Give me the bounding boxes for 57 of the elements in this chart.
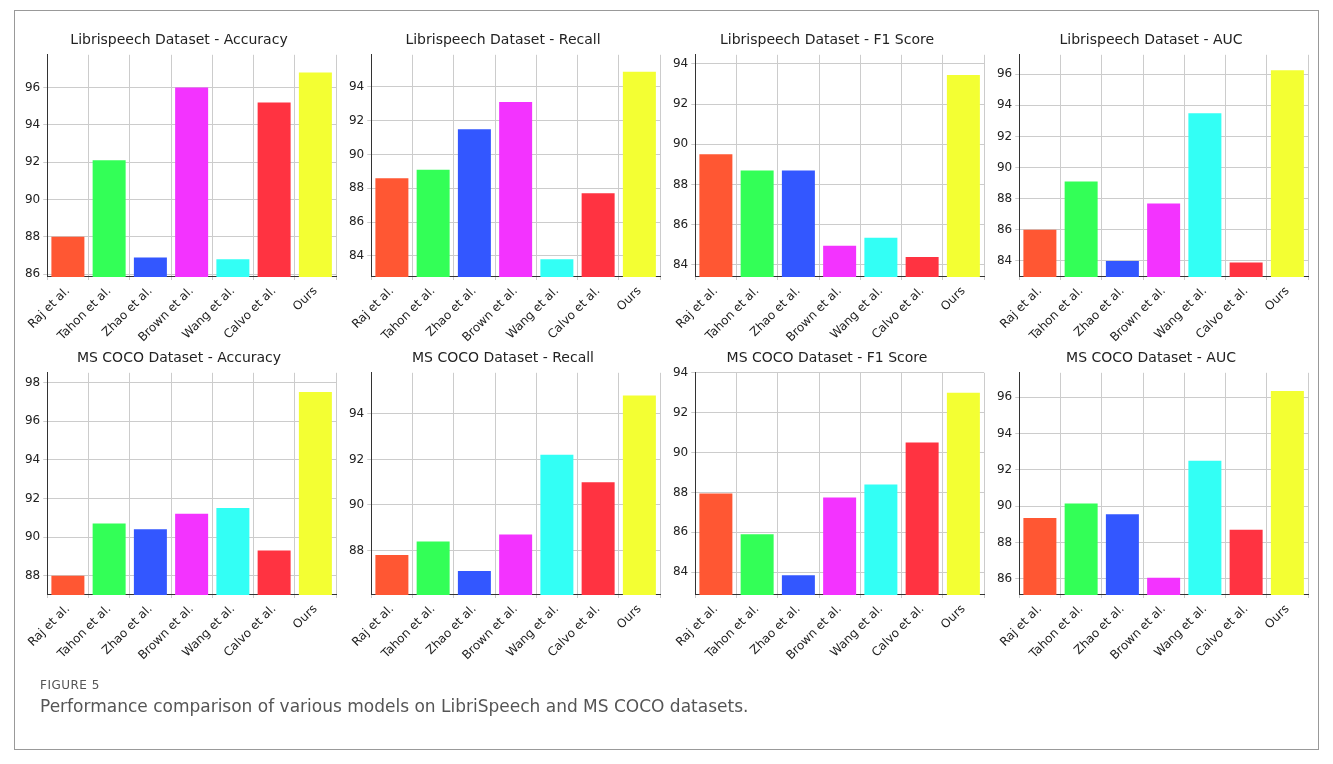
y-tick-label: 94 [672,55,689,70]
y-tick-label: 86 [672,524,689,539]
y-tick-label: 98 [24,374,41,389]
y-tick-label: 94 [348,405,365,420]
y-tick-label: 86 [996,570,1013,585]
text: Performance comparison of various models on LibriSpeech and MS COCO datasets. [40,696,749,716]
y-tick-label: 92 [672,404,689,419]
y-tick-label: 86 [348,214,365,229]
y-tick-label: 90 [672,444,689,459]
y-tick-label: 92 [348,112,365,127]
y-tick-label: 84 [348,247,365,262]
y-tick-label: 96 [996,389,1013,404]
y-tick-label: 92 [24,154,41,169]
y-tick-label: 90 [672,136,689,151]
chart-title: Librispeech Dataset - Recall [405,31,601,48]
y-tick-label: 92 [996,461,1013,476]
y-tick-label: 88 [24,567,41,582]
y-tick-label: 96 [24,79,41,94]
chart-title: MS COCO Dataset - Accuracy [76,349,282,366]
y-tick-label: 90 [996,498,1013,513]
y-tick-label: 88 [348,180,365,195]
y-tick-label: 92 [996,128,1013,143]
chart-title: Librispeech Dataset - AUC [1059,31,1243,48]
y-tick-label: 94 [348,79,365,94]
y-tick-label: 94 [672,364,689,379]
y-tick-label: 92 [24,490,41,505]
y-tick-label: 90 [348,146,365,161]
y-tick-label: 94 [24,116,41,131]
y-tick-label: 96 [996,66,1013,81]
chart-title: MS COCO Dataset - AUC [1066,349,1237,366]
y-tick-label: 92 [672,96,689,111]
y-tick-label: 90 [24,529,41,544]
y-tick-label: 88 [672,484,689,499]
caption: FIGURE 5 [40,678,101,692]
chart-title: Librispeech Dataset - F1 Score [719,31,935,48]
y-tick-label: 88 [996,534,1013,549]
y-tick-label: 94 [996,97,1013,112]
y-tick-label: 96 [24,413,41,428]
y-tick-label: 84 [672,564,689,579]
y-tick-label: 88 [672,176,689,191]
y-tick-label: 86 [672,216,689,231]
y-tick-label: 88 [24,228,41,243]
chart-title: Librispeech Dataset - Accuracy [70,31,288,48]
y-tick-label: 90 [348,497,365,512]
y-tick-label: 88 [348,542,365,557]
y-tick-label: 86 [996,221,1013,236]
y-tick-label: 94 [996,425,1013,440]
chart-title: MS COCO Dataset - F1 Score [726,349,928,366]
y-tick-label: 90 [996,159,1013,174]
y-tick-label: 86 [24,266,41,281]
chart-title: MS COCO Dataset - Recall [412,349,594,366]
y-tick-label: 94 [24,451,41,466]
y-tick-label: 84 [672,257,689,272]
y-tick-label: 92 [348,451,365,466]
y-tick-label: 84 [996,253,1013,268]
y-tick-label: 88 [996,190,1013,205]
y-tick-label: 90 [24,191,41,206]
